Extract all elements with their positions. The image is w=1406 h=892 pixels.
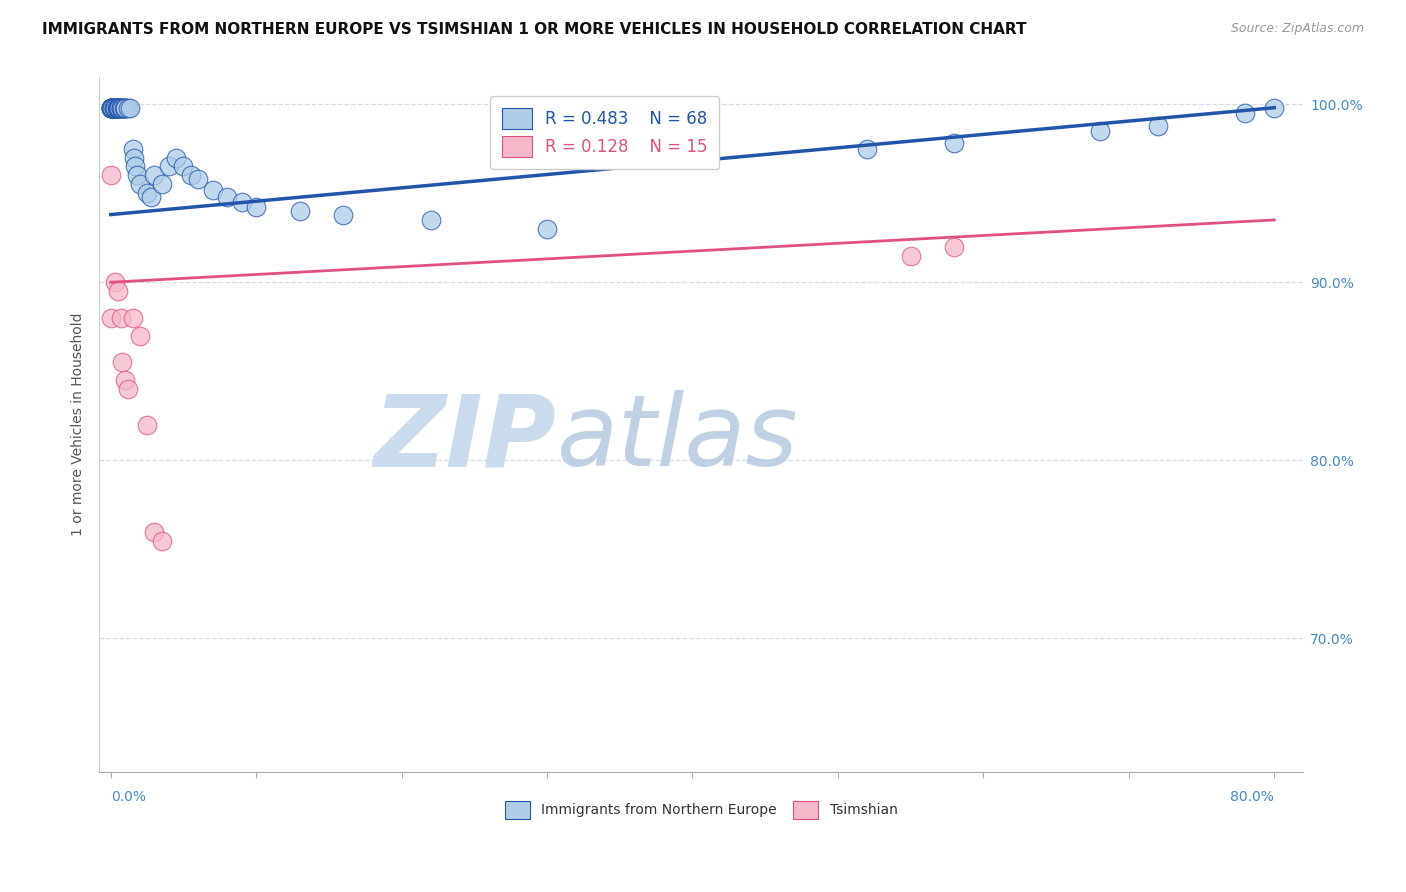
Point: [111, 101, 134, 115]
Point: [100, 101, 122, 115]
Point: [121, 142, 143, 156]
Point: [110, 310, 132, 325]
Point: [104, 275, 127, 289]
Point: [900, 248, 922, 262]
Y-axis label: 1 or more Vehicles in Household: 1 or more Vehicles in Household: [72, 313, 86, 536]
Point: [128, 178, 150, 192]
Point: [117, 101, 139, 115]
Point: [245, 201, 267, 215]
Point: [114, 101, 136, 115]
Legend: Immigrants from Northern Europe, Tsimshian: Immigrants from Northern Europe, Tsimshi…: [499, 795, 903, 824]
Text: IMMIGRANTS FROM NORTHERN EUROPE VS TSIMSHIAN 1 OR MORE VEHICLES IN HOUSEHOLD COR: IMMIGRANTS FROM NORTHERN EUROPE VS TSIMS…: [42, 22, 1026, 37]
Point: [150, 178, 173, 192]
Point: [117, 382, 139, 396]
Point: [122, 151, 145, 165]
Point: [110, 101, 132, 115]
Point: [943, 240, 966, 254]
Point: [1263, 101, 1285, 115]
Point: [100, 101, 122, 115]
Point: [105, 101, 128, 115]
Text: atlas: atlas: [557, 390, 799, 487]
Point: [187, 172, 209, 186]
Point: [288, 204, 311, 219]
Point: [217, 190, 239, 204]
Point: [107, 101, 129, 115]
Point: [104, 101, 127, 115]
Point: [100, 101, 122, 115]
Point: [101, 101, 124, 115]
Text: 0.0%: 0.0%: [111, 789, 146, 804]
Point: [103, 101, 125, 115]
Point: [104, 101, 127, 115]
Point: [107, 101, 129, 115]
Point: [1147, 119, 1170, 133]
Point: [180, 169, 202, 183]
Point: [136, 417, 159, 432]
Point: [157, 160, 180, 174]
Point: [165, 151, 187, 165]
Point: [101, 101, 124, 115]
Point: [143, 524, 166, 539]
Point: [121, 310, 143, 325]
Point: [943, 136, 966, 151]
Point: [100, 310, 122, 325]
Point: [107, 101, 129, 115]
Text: 80.0%: 80.0%: [1230, 789, 1274, 804]
Point: [231, 195, 253, 210]
Point: [114, 101, 136, 115]
Point: [100, 101, 122, 115]
Point: [103, 101, 125, 115]
Point: [100, 101, 122, 115]
Point: [856, 142, 879, 156]
Point: [536, 222, 558, 236]
Point: [201, 183, 224, 197]
Point: [105, 101, 128, 115]
Point: [107, 101, 129, 115]
Text: Source: ZipAtlas.com: Source: ZipAtlas.com: [1230, 22, 1364, 36]
Point: [141, 190, 163, 204]
Point: [1088, 124, 1111, 138]
Point: [136, 186, 159, 201]
Point: [101, 101, 124, 115]
Point: [111, 355, 134, 369]
Point: [104, 101, 127, 115]
Point: [112, 101, 135, 115]
Point: [108, 101, 131, 115]
Point: [110, 101, 132, 115]
Point: [110, 101, 132, 115]
Point: [1234, 106, 1257, 120]
Point: [128, 328, 150, 343]
Point: [332, 208, 354, 222]
Point: [111, 101, 134, 115]
Point: [100, 169, 122, 183]
Point: [107, 284, 129, 298]
Point: [107, 101, 129, 115]
Point: [118, 101, 141, 115]
Point: [108, 101, 131, 115]
Point: [124, 160, 146, 174]
Point: [150, 533, 173, 548]
Point: [172, 160, 194, 174]
Point: [114, 373, 136, 387]
Point: [103, 101, 125, 115]
Point: [100, 101, 122, 115]
Point: [143, 169, 166, 183]
Point: [114, 101, 136, 115]
Text: ZIP: ZIP: [374, 390, 557, 487]
Point: [419, 213, 441, 227]
Point: [125, 169, 148, 183]
